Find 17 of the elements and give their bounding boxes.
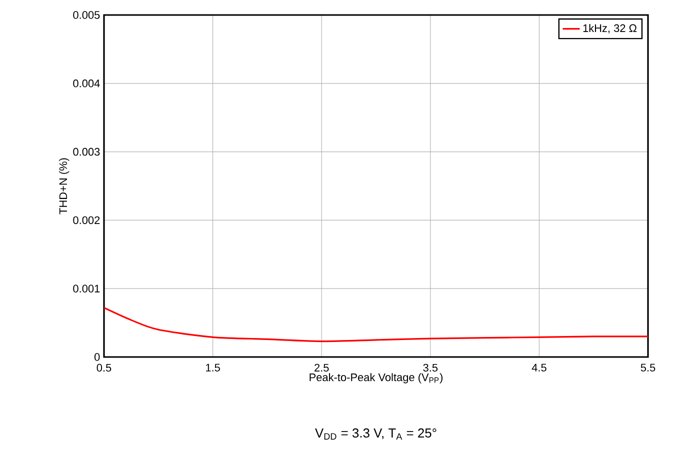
y-tick-label: 0 [94,353,100,361]
y-tick-label: 0.003 [73,148,100,156]
y-tick-label: 0.004 [73,80,100,88]
y-axis-title: THD+N (%) [59,158,70,214]
x-tick-label: 3.5 [423,364,438,372]
line-series [104,306,648,342]
legend-label: 1kHz, 32 Ω [583,24,636,34]
x-axis-title: Peak-to-Peak Voltage (V$_{PP}$) [310,373,443,384]
x-tick-label: 1.5 [206,364,220,372]
x-tick-label: 2.5 [314,364,329,372]
x-tick-label: 4.5 [532,364,546,372]
text: V$_{DD}$ = 3.3 V, T$_{A}$ = 25° [315,428,436,440]
y-tick-label: 0.005 [73,11,100,19]
x-tick-label: 0.5 [96,364,112,372]
y-tick-label: 0.002 [73,216,100,224]
y-tick-label: 0.001 [73,284,100,292]
x-tick-label: 5.5 [640,364,656,372]
